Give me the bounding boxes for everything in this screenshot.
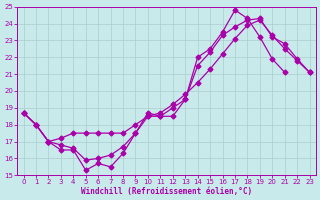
X-axis label: Windchill (Refroidissement éolien,°C): Windchill (Refroidissement éolien,°C)	[81, 187, 252, 196]
